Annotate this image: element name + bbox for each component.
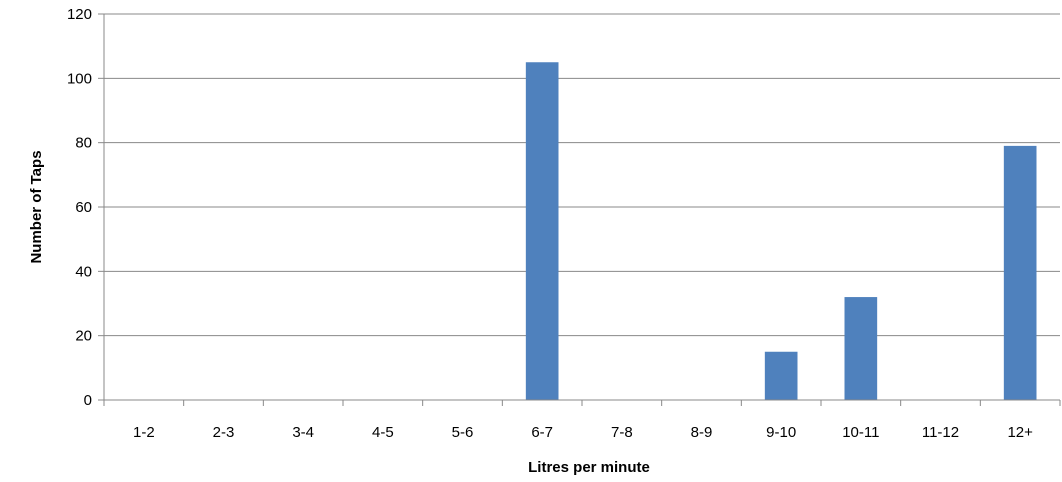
x-tick-label: 2-3 <box>213 424 235 441</box>
bar-10-11 <box>844 297 878 400</box>
x-tick-label: 12+ <box>1007 424 1033 441</box>
bar-9-10 <box>764 351 798 400</box>
axes <box>98 13 1061 406</box>
bar-6-7 <box>525 62 559 400</box>
x-tick-label: 11-12 <box>922 424 959 441</box>
y-tick-labels: 0 20 40 60 80 100 120 <box>67 6 92 409</box>
x-tick-label: 4-5 <box>372 424 394 441</box>
x-tick-label: 8-9 <box>691 424 713 441</box>
x-tick-labels: 1-2 2-3 3-4 4-5 5-6 6-7 7-8 8-9 9-10 10-11 11-12 12… <box>133 424 1033 441</box>
x-tick-label: 7-8 <box>611 424 633 441</box>
y-tick-label: 0 <box>84 392 92 409</box>
y-tick-label: 60 <box>75 199 92 216</box>
x-tick-label: 6-7 <box>531 424 553 441</box>
x-axis-title: Litres per minute <box>528 459 650 476</box>
x-tick-label: 3-4 <box>292 424 314 441</box>
y-tick-label: 120 <box>67 6 92 23</box>
y-tick-label: 40 <box>75 263 92 280</box>
x-tick-label: 1-2 <box>133 424 155 441</box>
y-tick-label: 100 <box>67 70 92 87</box>
bars <box>525 62 1037 400</box>
bar-12+ <box>1003 145 1037 400</box>
y-tick-label: 20 <box>75 328 92 345</box>
x-tick-label: 10-11 <box>842 424 879 441</box>
gridlines <box>104 13 1060 337</box>
x-tick-label: 9-10 <box>766 424 796 441</box>
x-tick-label: 5-6 <box>452 424 474 441</box>
y-axis-title: Number of Taps <box>28 150 45 263</box>
y-tick-label: 80 <box>75 135 92 152</box>
